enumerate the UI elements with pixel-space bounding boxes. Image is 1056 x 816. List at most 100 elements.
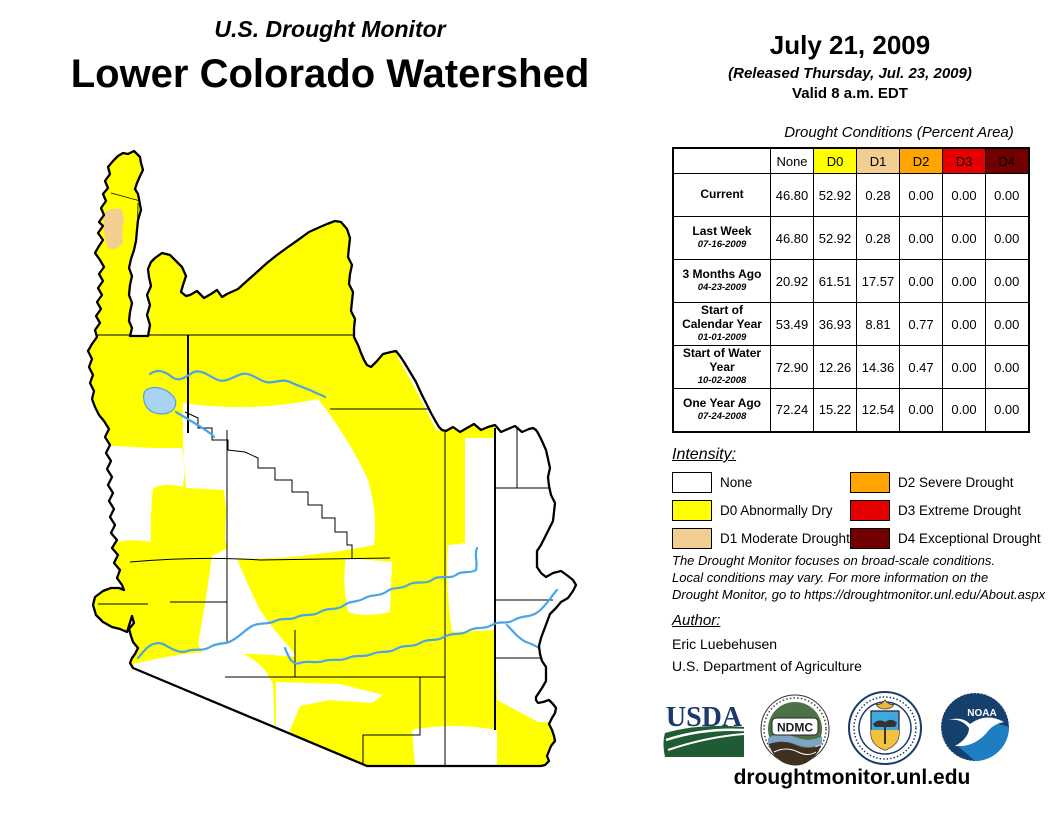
cell: 0.00 [899,173,943,217]
valid-time: Valid 8 a.m. EDT [792,85,908,102]
cell: 0.00 [985,345,1029,389]
legend-item-none: None [672,472,850,493]
map-date: July 21, 2009 [769,30,931,60]
d4-swatch [850,528,890,549]
d2-swatch [850,472,890,493]
drought-conditions-table: None D0 D1 D2 D3 D4 Current 46.80 52.92 … [672,147,1030,433]
cell: 0.00 [899,259,943,303]
col-header-d4: D4 [985,147,1029,174]
report-kicker: U.S. Drought Monitor [214,16,446,42]
author-title: Author: [672,612,721,629]
colorado-river [148,369,327,399]
date-block: July 21, 2009 (Released Thursday, Jul. 2… [672,30,1028,102]
author-block: Author: Eric Luebehusen U.S. Department … [672,612,1052,674]
cell: 0.77 [899,302,943,346]
page-title: Lower Colorado Watershed [70,52,590,96]
cell: 0.00 [942,259,986,303]
cell: 8.81 [856,302,900,346]
cell: 14.36 [856,345,900,389]
col-header-d2: D2 [899,147,943,174]
cell: 0.00 [942,388,986,432]
cell: 0.00 [942,216,986,260]
cell: 20.92 [770,259,814,303]
usda-logo: USDA [663,702,745,757]
noaa-wordmark: NOAA [967,708,996,719]
table-row: Start of Calendar Year 01-01-2009 53.49 3… [672,302,1029,346]
noaa-logo: NOAA [940,692,1010,762]
table-row: Last Week 07-16-2009 46.80 52.92 0.28 0.0… [672,216,1029,260]
table-title: Drought Conditions (Percent Area) [784,124,1014,141]
cell: 46.80 [770,216,814,260]
legend-title: Intensity: [672,446,737,463]
row-label: Start of Calendar Year 01-01-2009 [672,302,771,346]
none-swatch [672,472,712,493]
table-row: Start of Water Year 10-02-2008 72.90 12.2… [672,345,1029,389]
d1-area [103,208,124,250]
legend-item-d4: D4 Exceptional Drought [850,528,1041,549]
table-corner-cell [673,148,771,174]
rivers [136,369,559,665]
table-header-row: None D0 D1 D2 D3 D4 [673,147,1029,174]
lake-mead [143,386,177,415]
doc-seal-logo [848,691,922,765]
legend-item-d0: D0 Abnormally Dry [672,500,850,521]
site-url: droughtmonitor.unl.edu [733,766,971,789]
watershed-boundary [86,149,578,768]
col-header-d0: D0 [813,147,857,174]
cell: 0.28 [856,173,900,217]
row-label: Start of Water Year 10-02-2008 [672,345,771,389]
cell: 0.28 [856,216,900,260]
cell: 0.00 [985,173,1029,217]
ndmc-logo: NDMC [760,694,830,766]
table-row: One Year Ago 07-24-2008 72.24 15.22 12.54… [672,388,1029,432]
cell: 61.51 [813,259,857,303]
col-header-none: None [770,147,814,174]
cell: 12.26 [813,345,857,389]
legend-item-d3: D3 Extreme Drought [850,500,1041,521]
cell: 0.00 [942,345,986,389]
d3-swatch [850,500,890,521]
row-label: One Year Ago 07-24-2008 [672,388,771,432]
table-row: 3 Months Ago 04-23-2009 20.92 61.51 17.57… [672,259,1029,303]
cell: 72.24 [770,388,814,432]
drought-map [58,140,660,794]
cell: 0.00 [899,216,943,260]
author-org: U.S. Department of Agriculture [672,658,862,674]
cell: 0.00 [942,173,986,217]
d0-swatch [672,500,712,521]
row-label: Last Week 07-16-2009 [672,216,771,260]
cell: 17.57 [856,259,900,303]
gila-river [283,588,559,665]
cell: 53.49 [770,302,814,346]
cell: 12.54 [856,388,900,432]
cell: 46.80 [770,173,814,217]
author-name: Eric Luebehusen [672,636,778,652]
cell: 52.92 [813,173,857,217]
table-row: Current 46.80 52.92 0.28 0.00 0.00 0.00 [672,173,1029,217]
col-header-d3: D3 [942,147,986,174]
cell: 0.00 [942,302,986,346]
cell: 36.93 [813,302,857,346]
intensity-legend: Intensity: None D0 Abnormally Dry D1 Mod… [672,446,1042,549]
cell: 0.00 [985,302,1029,346]
cell: 0.00 [899,388,943,432]
cell: 0.00 [985,259,1029,303]
row-label: 3 Months Ago 04-23-2009 [672,259,771,303]
county-lines [97,192,553,766]
cell: 72.90 [770,345,814,389]
disclaimer-text: The Drought Monitor focuses on broad-sca… [672,553,1046,603]
legend-item-d1: D1 Moderate Drought [672,528,850,549]
colorado-outflow [174,410,216,439]
ndmc-wordmark: NDMC [777,721,813,735]
cell: 0.00 [985,388,1029,432]
cell: 0.00 [985,216,1029,260]
cell: 15.22 [813,388,857,432]
cell: 52.92 [813,216,857,260]
legend-item-d2: D2 Severe Drought [850,472,1041,493]
salt-gila-river [136,546,479,660]
agency-logos: USDA NDMC [660,690,1020,768]
row-label: Current [672,173,771,217]
cell: 0.47 [899,345,943,389]
d1-swatch [672,528,712,549]
